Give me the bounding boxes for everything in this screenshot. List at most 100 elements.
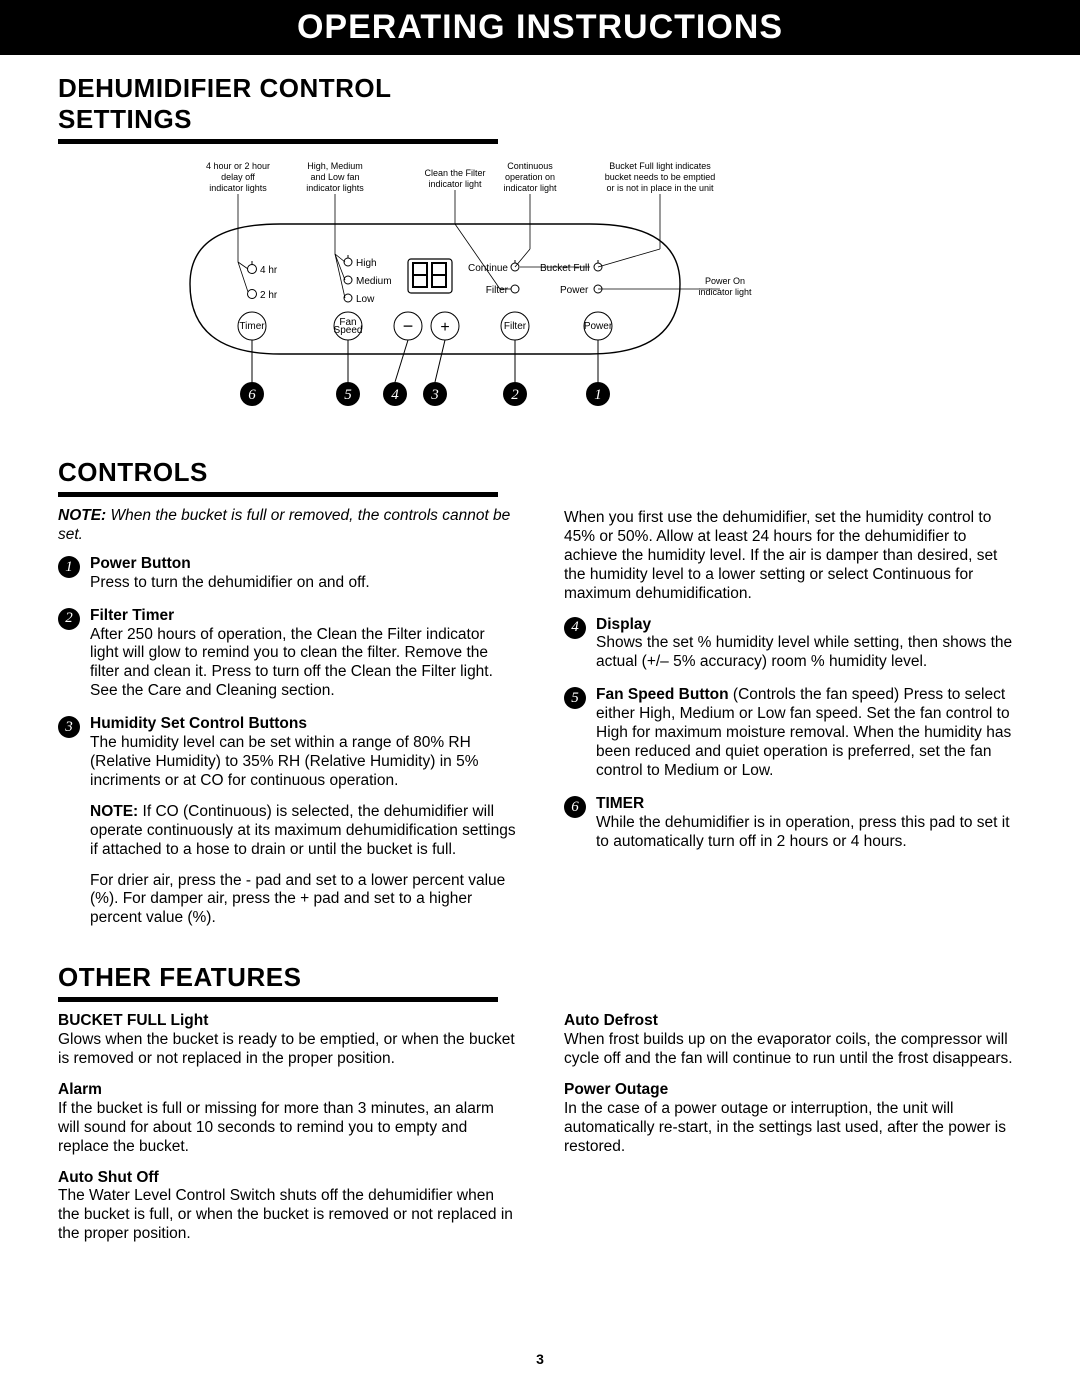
control-item-5: 5 Fan Speed Button (Controls the fan spe… bbox=[564, 686, 1022, 781]
f-defrost-title: Auto Defrost bbox=[564, 1012, 658, 1029]
control-item-1: 1 Power Button Press to turn the dehumid… bbox=[58, 555, 516, 593]
note-body: When the bucket is full or removed, the … bbox=[58, 507, 510, 543]
callout-3-icon: 3 bbox=[58, 716, 80, 738]
label-medium: Medium bbox=[356, 276, 392, 287]
control-panel-diagram: 4 hour or 2 hour delay off indicator lig… bbox=[58, 154, 1022, 439]
caption-bucket-3: or is not in place in the unit bbox=[606, 183, 714, 193]
other-col-right: Auto Defrost When frost builds up on the… bbox=[564, 1012, 1022, 1256]
svg-text:5: 5 bbox=[344, 387, 352, 403]
c3-p1: The humidity level can be set within a r… bbox=[90, 734, 516, 791]
caption-fan-1: High, Medium bbox=[307, 161, 363, 171]
svg-text:1: 1 bbox=[594, 387, 602, 403]
controls-heading: CONTROLS bbox=[58, 457, 1022, 488]
c6-body: While the dehumidifier is in operation, … bbox=[596, 814, 1010, 850]
label-4hr: 4 hr bbox=[260, 265, 278, 276]
c4-title: Display bbox=[596, 616, 651, 633]
led-medium-icon bbox=[344, 276, 352, 284]
c2-title: Filter Timer bbox=[90, 607, 174, 624]
other-columns: BUCKET FULL Light Glows when the bucket … bbox=[58, 1012, 1022, 1256]
caption-cont-2: operation on bbox=[505, 172, 555, 182]
c2-body: After 250 hours of operation, the Clean … bbox=[90, 626, 493, 700]
feature-bucket: BUCKET FULL Light Glows when the bucket … bbox=[58, 1012, 516, 1069]
control-item-4: 4 Display Shows the set % humidity level… bbox=[564, 616, 1022, 673]
c3-p2: NOTE: If CO (Continuous) is selected, th… bbox=[90, 803, 516, 860]
c5-inline: (Controls the fan speed) bbox=[729, 686, 904, 703]
led-2hr-icon bbox=[248, 290, 257, 299]
label-2hr: 2 hr bbox=[260, 290, 278, 301]
f-bucket-body: Glows when the bucket is ready to be emp… bbox=[58, 1031, 515, 1067]
feature-alarm: Alarm If the bucket is full or missing f… bbox=[58, 1081, 516, 1157]
caption-timer-2: delay off bbox=[221, 172, 255, 182]
caption-bucket-1: Bucket Full light indicates bbox=[609, 161, 711, 171]
callout-circles: 6 5 4 3 2 1 bbox=[240, 382, 610, 406]
rule bbox=[58, 997, 498, 1002]
rule bbox=[58, 492, 498, 497]
svg-text:+: + bbox=[440, 319, 449, 336]
f-autoshut-title: Auto Shut Off bbox=[58, 1169, 159, 1186]
section-title-line2: SETTINGS bbox=[58, 104, 1022, 135]
control-item-3: 3 Humidity Set Control Buttons The humid… bbox=[58, 715, 516, 940]
control-item-2: 2 Filter Timer After 250 hours of operat… bbox=[58, 607, 516, 702]
controls-col-left: NOTE: When the bucket is full or removed… bbox=[58, 507, 516, 954]
page-number: 3 bbox=[0, 1351, 1080, 1367]
caption-timer-3: indicator lights bbox=[209, 183, 267, 193]
callout-1-icon: 1 bbox=[58, 556, 80, 578]
callout-4-icon: 4 bbox=[564, 617, 586, 639]
caption-power-1: Power On bbox=[705, 276, 745, 286]
feature-autoshutoff: Auto Shut Off The Water Level Control Sw… bbox=[58, 1169, 516, 1245]
caption-power-2: indicator light bbox=[698, 287, 752, 297]
led-low-icon bbox=[344, 294, 352, 302]
other-col-left: BUCKET FULL Light Glows when the bucket … bbox=[58, 1012, 516, 1256]
label-continue: Continue bbox=[468, 263, 508, 274]
label-high: High bbox=[356, 258, 377, 269]
c5-title: Fan Speed Button bbox=[596, 686, 729, 703]
svg-text:Filter: Filter bbox=[504, 321, 527, 332]
c3-p3: For drier air, press the - pad and set t… bbox=[90, 872, 516, 929]
caption-timer-1: 4 hour or 2 hour bbox=[206, 161, 270, 171]
controls-col-right: When you first use the dehumidifier, set… bbox=[564, 507, 1022, 954]
caption-cont-3: indicator light bbox=[503, 183, 557, 193]
c6-title: TIMER bbox=[596, 795, 644, 812]
controls-note: NOTE: When the bucket is full or removed… bbox=[58, 507, 516, 545]
svg-text:Speed: Speed bbox=[334, 325, 363, 336]
callout-5-icon: 5 bbox=[564, 687, 586, 709]
f-autoshut-body: The Water Level Control Switch shuts off… bbox=[58, 1187, 513, 1242]
c3-title: Humidity Set Control Buttons bbox=[90, 715, 307, 732]
led-4hr-icon bbox=[248, 265, 257, 274]
c1-title: Power Button bbox=[90, 555, 191, 572]
rule bbox=[58, 139, 498, 144]
caption-cont-1: Continuous bbox=[507, 161, 553, 171]
caption-filter-1: Clean the Filter bbox=[424, 168, 485, 178]
feature-poweroutage: Power Outage In the case of a power outa… bbox=[564, 1081, 1022, 1157]
caption-fan-2: and Low fan bbox=[310, 172, 359, 182]
svg-text:6: 6 bbox=[248, 387, 256, 403]
f-outage-title: Power Outage bbox=[564, 1081, 668, 1098]
f-bucket-title: BUCKET FULL Light bbox=[58, 1012, 208, 1029]
note-prefix: NOTE: bbox=[58, 507, 106, 524]
f-alarm-title: Alarm bbox=[58, 1081, 102, 1098]
callout-6-icon: 6 bbox=[564, 796, 586, 818]
svg-text:3: 3 bbox=[430, 387, 439, 403]
svg-text:−: − bbox=[403, 316, 414, 336]
svg-text:Timer: Timer bbox=[239, 321, 265, 332]
c1-body: Press to turn the dehumidifier on and of… bbox=[90, 574, 370, 591]
banner: OPERATING INSTRUCTIONS bbox=[0, 0, 1080, 55]
callout-2-icon: 2 bbox=[58, 608, 80, 630]
c4-body: Shows the set % humidity level while set… bbox=[596, 634, 1012, 670]
svg-text:Power: Power bbox=[584, 321, 613, 332]
f-alarm-body: If the bucket is full or missing for mor… bbox=[58, 1100, 494, 1155]
other-heading: OTHER FEATURES bbox=[58, 962, 1022, 993]
svg-text:2: 2 bbox=[511, 387, 519, 403]
label-low: Low bbox=[356, 294, 375, 305]
caption-filter-2: indicator light bbox=[428, 179, 482, 189]
label-bucketfull: Bucket Full bbox=[540, 263, 589, 274]
f-defrost-body: When frost builds up on the evaporator c… bbox=[564, 1031, 1013, 1067]
caption-bucket-2: bucket needs to be emptied bbox=[605, 172, 716, 182]
c3-continued: When you first use the dehumidifier, set… bbox=[564, 509, 1022, 604]
feature-autodefrost: Auto Defrost When frost builds up on the… bbox=[564, 1012, 1022, 1069]
label-filter-ind: Filter bbox=[486, 285, 509, 296]
caption-fan-3: indicator lights bbox=[306, 183, 364, 193]
label-power-ind: Power bbox=[560, 285, 589, 296]
led-high-icon bbox=[344, 258, 352, 266]
svg-text:4: 4 bbox=[391, 387, 399, 403]
